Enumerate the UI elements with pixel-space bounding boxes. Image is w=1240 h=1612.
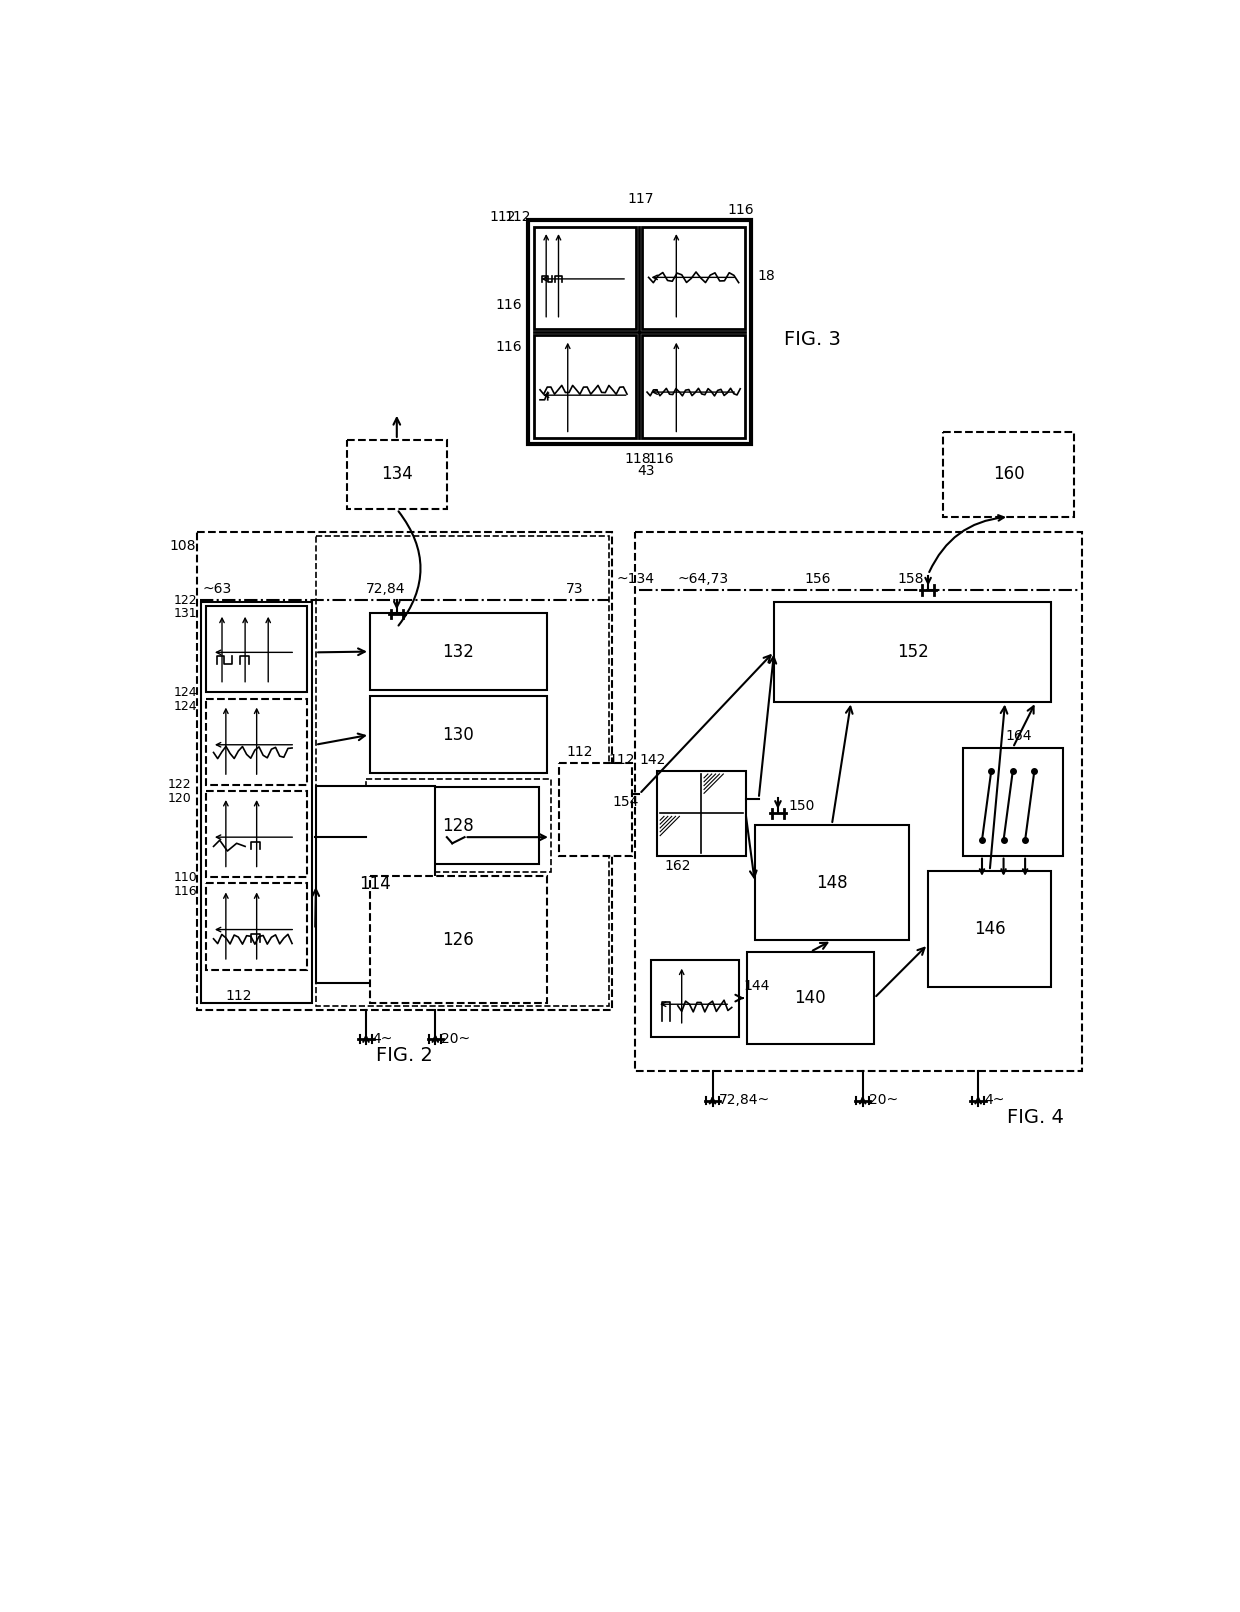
Text: 116: 116 <box>728 203 754 216</box>
Text: 162: 162 <box>665 859 691 874</box>
Text: 130: 130 <box>443 725 474 743</box>
Text: 116: 116 <box>174 885 197 898</box>
Text: 4~: 4~ <box>985 1093 1004 1107</box>
Text: 112: 112 <box>609 753 635 767</box>
Text: 146: 146 <box>973 920 1006 938</box>
Text: 116: 116 <box>495 340 522 355</box>
Bar <box>774 601 1052 701</box>
Text: 152: 152 <box>897 643 929 661</box>
Text: 150: 150 <box>789 798 815 812</box>
Text: 110: 110 <box>174 870 197 883</box>
Text: 117: 117 <box>627 192 655 206</box>
Bar <box>197 532 613 1009</box>
Bar <box>377 787 539 864</box>
Bar <box>316 787 435 983</box>
Text: 20~: 20~ <box>441 1032 471 1046</box>
Bar <box>651 959 739 1037</box>
Bar <box>206 883 308 969</box>
Bar <box>928 870 1052 987</box>
Bar <box>316 537 609 1006</box>
Text: 134: 134 <box>381 466 413 484</box>
Text: 72,84~: 72,84~ <box>719 1093 770 1107</box>
Text: 108: 108 <box>170 538 196 553</box>
Text: 112: 112 <box>567 745 593 759</box>
Text: 140: 140 <box>795 990 826 1008</box>
Text: 112: 112 <box>490 210 516 224</box>
Text: 148: 148 <box>816 874 848 891</box>
Text: 116: 116 <box>647 451 673 466</box>
Text: 72,84: 72,84 <box>366 582 405 596</box>
Bar <box>558 762 631 856</box>
Bar <box>657 771 745 856</box>
Bar <box>755 825 909 940</box>
Text: 18: 18 <box>758 269 775 282</box>
Bar <box>642 227 745 329</box>
Text: 144: 144 <box>743 978 770 993</box>
Text: 128: 128 <box>443 817 474 835</box>
Text: 154: 154 <box>613 795 639 809</box>
Text: FIG. 2: FIG. 2 <box>376 1046 433 1066</box>
Text: ~63: ~63 <box>203 582 232 596</box>
Text: 4~: 4~ <box>372 1032 393 1046</box>
Bar <box>534 335 636 437</box>
Bar <box>370 696 547 774</box>
Bar <box>748 953 874 1045</box>
Text: FIG. 3: FIG. 3 <box>784 330 841 350</box>
Bar <box>534 227 636 329</box>
Bar <box>642 335 745 437</box>
Bar <box>528 221 751 443</box>
Text: 122: 122 <box>169 779 192 791</box>
Text: 73: 73 <box>567 582 584 596</box>
Text: FIG. 4: FIG. 4 <box>1007 1107 1064 1127</box>
Text: 118: 118 <box>624 451 651 466</box>
Bar <box>347 440 446 509</box>
Text: 156: 156 <box>805 572 831 587</box>
Bar <box>962 748 1063 856</box>
Text: 124: 124 <box>174 685 197 700</box>
Bar <box>206 791 308 877</box>
Bar <box>366 780 551 872</box>
Text: 124: 124 <box>174 700 197 713</box>
Text: 43: 43 <box>637 464 655 479</box>
Text: 112: 112 <box>226 988 253 1003</box>
Text: ~64,73: ~64,73 <box>678 572 729 587</box>
Bar <box>370 613 547 690</box>
Text: 112: 112 <box>505 210 531 224</box>
Text: 120: 120 <box>169 791 192 804</box>
Text: 116: 116 <box>495 298 522 313</box>
Bar <box>635 532 1083 1072</box>
Bar <box>206 698 308 785</box>
Text: 131: 131 <box>174 608 197 621</box>
Text: 158: 158 <box>898 572 924 587</box>
Text: 164: 164 <box>1006 729 1032 743</box>
Text: 114: 114 <box>360 875 391 893</box>
Text: 20~: 20~ <box>869 1093 898 1107</box>
Text: ~134: ~134 <box>616 572 655 587</box>
Text: 122: 122 <box>174 593 197 606</box>
Text: 142: 142 <box>640 753 666 767</box>
Bar <box>944 432 1074 517</box>
Bar <box>201 601 312 1004</box>
Bar <box>370 875 547 1004</box>
Text: 160: 160 <box>993 466 1024 484</box>
Bar <box>206 606 308 693</box>
Text: 126: 126 <box>443 930 474 948</box>
Text: 132: 132 <box>443 643 475 661</box>
